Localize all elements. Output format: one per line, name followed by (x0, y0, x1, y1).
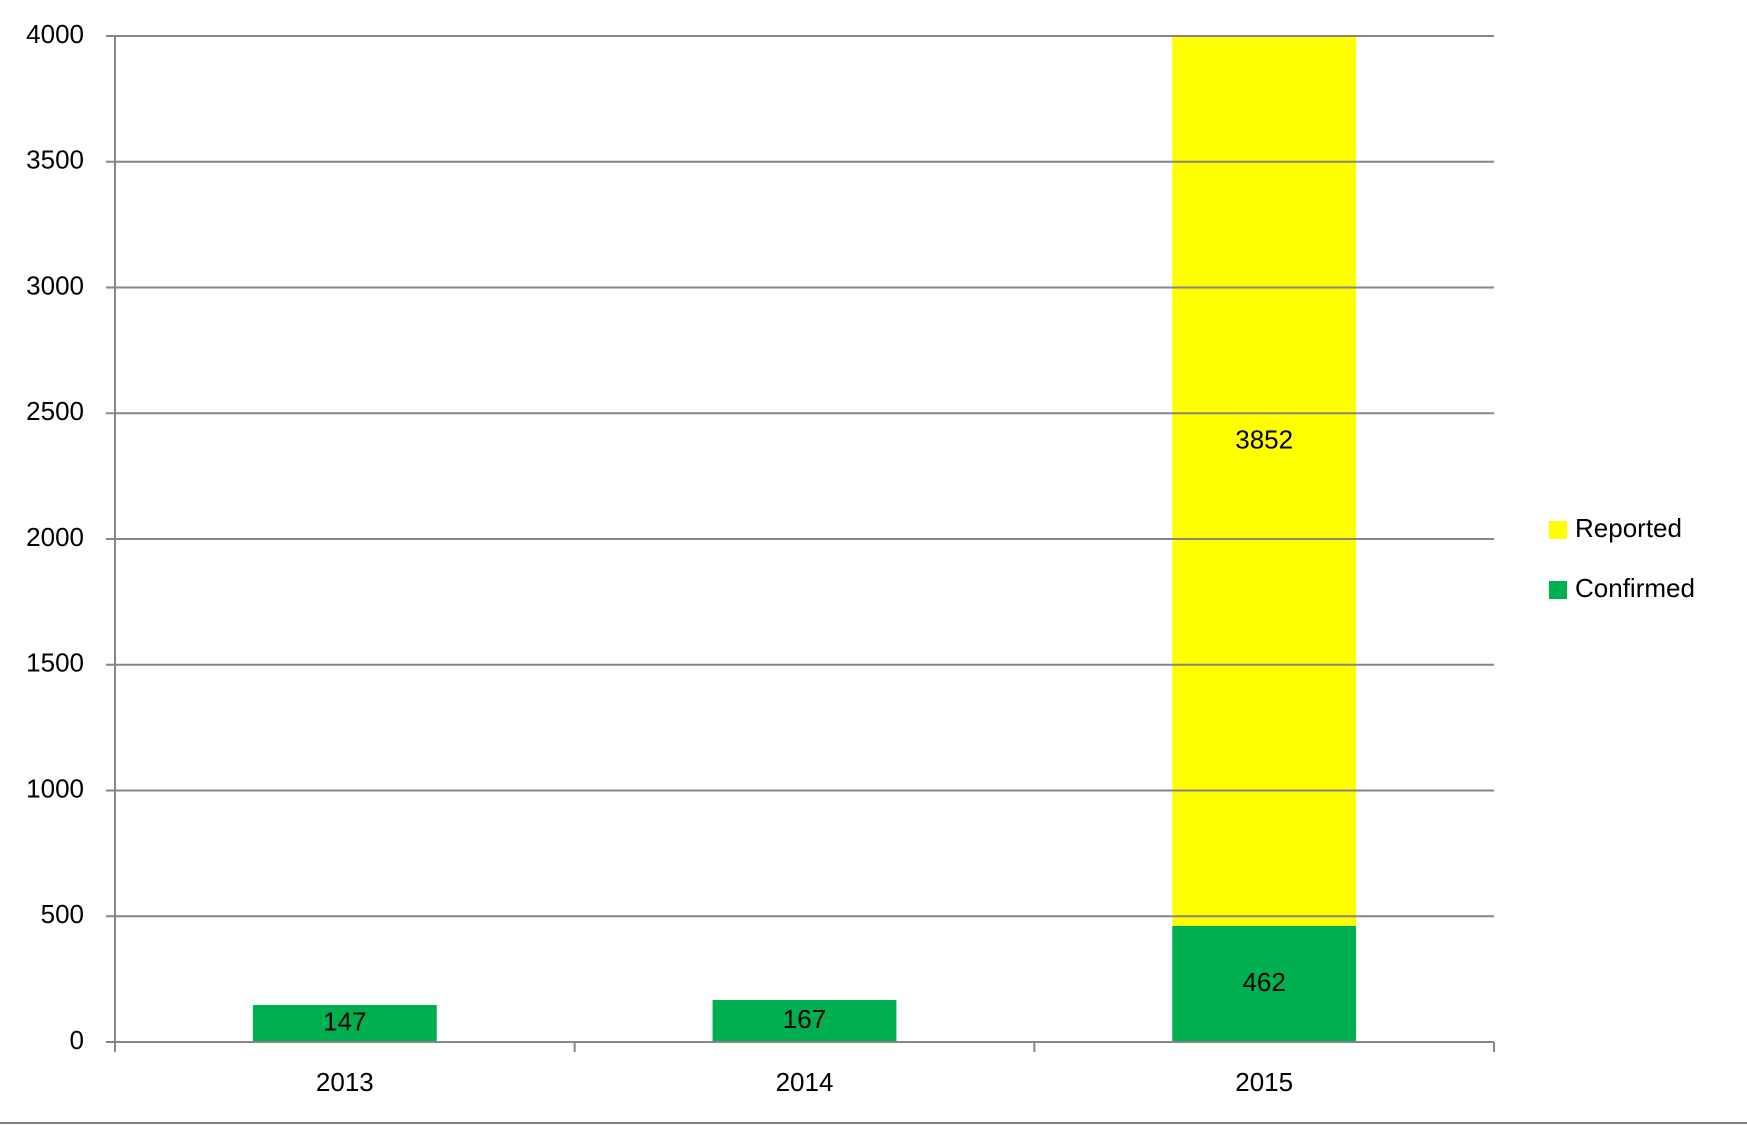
legend-swatch (1549, 521, 1567, 539)
y-tick-label: 4000 (26, 19, 84, 49)
data-label: 167 (783, 1004, 826, 1034)
y-tick-label: 3500 (26, 145, 84, 175)
legend-swatch (1549, 581, 1567, 599)
legend-label: Confirmed (1575, 573, 1695, 603)
bar-segment (1172, 925, 1357, 1042)
y-tick-label: 1000 (26, 773, 84, 803)
bar-segment (712, 999, 897, 1042)
x-tick-label: 2013 (316, 1067, 374, 1097)
data-label: 147 (323, 1006, 366, 1036)
bar-segment (1172, 36, 1357, 926)
bar-segment (252, 1005, 437, 1042)
x-tick-label: 2015 (1235, 1067, 1293, 1097)
data-label: 3852 (1235, 424, 1293, 454)
x-tick-label: 2014 (776, 1067, 834, 1097)
y-tick-label: 0 (70, 1025, 84, 1055)
y-tick-label: 1500 (26, 648, 84, 678)
y-tick-label: 500 (41, 899, 84, 929)
y-tick-label: 2500 (26, 396, 84, 426)
y-tick-label: 3000 (26, 270, 84, 300)
data-label: 462 (1242, 967, 1285, 997)
plot-area (252, 36, 1357, 1042)
legend-label: Reported (1575, 513, 1682, 543)
y-tick-label: 2000 (26, 522, 84, 552)
